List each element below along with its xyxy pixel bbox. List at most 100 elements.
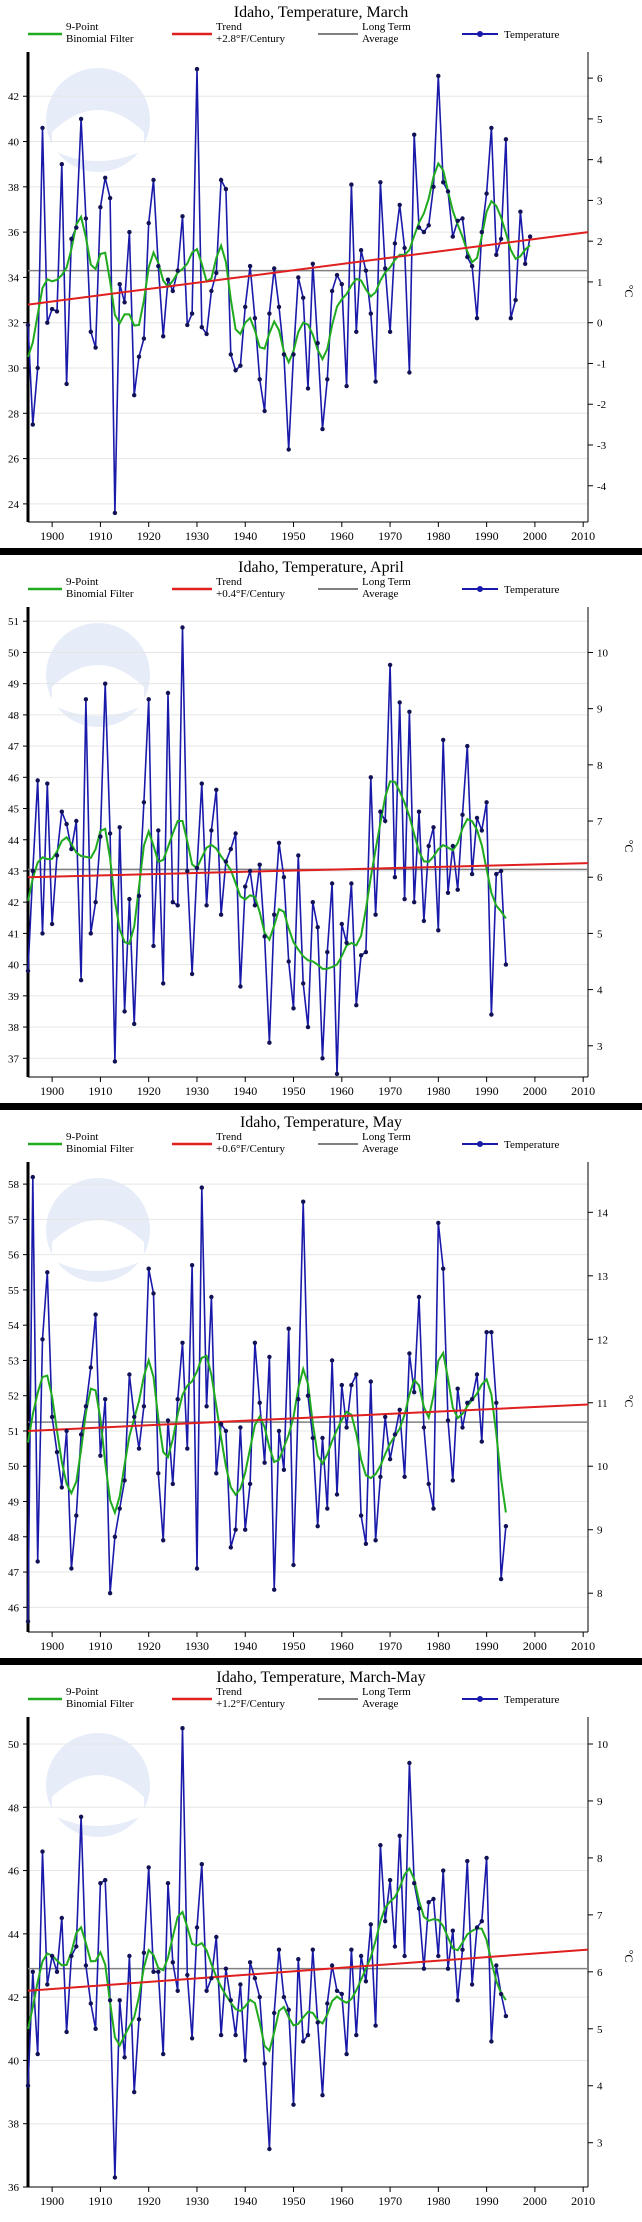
temperature-point	[363, 268, 369, 273]
temperature-point	[291, 1562, 296, 1568]
temperature-point	[368, 311, 373, 316]
chart-title: Idaho, Temperature, March-May	[216, 1669, 425, 1686]
temperature-point	[180, 1340, 185, 1345]
temperature-point	[243, 884, 248, 889]
temperature-point	[175, 903, 180, 908]
temperature-point	[368, 775, 373, 780]
temperature-point	[272, 912, 277, 917]
temperature-point	[329, 1963, 335, 1968]
y-tick-label: 52	[8, 1391, 19, 1403]
c-tick-label: 8	[597, 760, 603, 772]
temperature-point	[494, 1400, 499, 1405]
temperature-point	[489, 1012, 494, 1017]
temperature-point	[373, 2023, 378, 2028]
right-axis-unit-label: °C	[622, 285, 636, 298]
temperature-point	[262, 408, 267, 414]
y-tick-label: 46	[8, 772, 20, 784]
temperature-point	[358, 953, 364, 958]
temperature-point	[267, 1040, 272, 1045]
y-tick-label: 42	[8, 91, 19, 103]
y-tick-label: 40	[8, 2055, 20, 2067]
c-tick-label: 0	[597, 318, 603, 330]
x-tick-label: 1940	[233, 1084, 257, 1098]
temperature-point	[450, 843, 455, 849]
temperature-point	[267, 2146, 272, 2152]
temperature-point	[315, 1524, 320, 1529]
temperature-series-line	[27, 1728, 507, 2178]
temperature-point	[281, 875, 287, 880]
temperature-point	[117, 1506, 122, 1511]
temperature-point	[334, 1492, 340, 1497]
temperature-point	[218, 2032, 224, 2038]
temperature-point	[301, 2039, 306, 2044]
temperature-point	[112, 510, 118, 516]
temperature-point	[465, 743, 470, 749]
temperature-point	[301, 1199, 306, 1204]
legend-temperature-label: Temperature	[504, 1139, 560, 1151]
temperature-point	[156, 1471, 161, 1476]
x-tick-label: 1990	[475, 529, 499, 543]
c-tick-label: 10	[597, 1739, 609, 1751]
temperature-point	[117, 282, 122, 287]
temperature-point	[407, 370, 412, 375]
legend-average-label: Long Term Average	[362, 576, 411, 600]
c-tick-label: -4	[597, 481, 607, 493]
temperature-point	[189, 2036, 195, 2041]
x-tick-label: 2000	[523, 529, 547, 543]
temperature-point	[441, 737, 446, 743]
temperature-point	[127, 1372, 132, 1377]
c-tick-label: 14	[597, 1207, 609, 1219]
temperature-point	[455, 218, 460, 223]
legend-filter-label: 9-Point Binomial Filter	[66, 576, 134, 600]
temperature-point	[40, 931, 45, 936]
c-tick-label: 10	[597, 647, 609, 659]
temperature-point	[257, 1994, 262, 2000]
temperature-point	[214, 270, 219, 276]
noaa-logo-watermark	[46, 1178, 150, 1282]
temperature-point	[156, 263, 161, 269]
x-tick-label: 1940	[233, 529, 257, 543]
temperature-point	[305, 386, 311, 391]
temperature-point	[431, 1896, 436, 1902]
legend-filter-label: 9-Point Binomial Filter	[66, 1686, 134, 1710]
chart-march: Idaho, Temperature, March 9-Point Binomial…	[8, 4, 636, 543]
y-tick-label: 53	[8, 1355, 20, 1367]
y-tick-label: 49	[8, 679, 20, 691]
panel-divider	[0, 1103, 642, 1110]
temperature-point	[368, 1379, 373, 1384]
temperature-point	[247, 1481, 253, 1487]
y-tick-label: 54	[8, 1320, 20, 1332]
x-tick-label: 2010	[571, 1084, 595, 1098]
temperature-point	[286, 447, 291, 452]
temperature-point	[165, 1881, 171, 1886]
temperature-point	[30, 1174, 35, 1180]
temperature-point	[103, 175, 108, 180]
c-tick-label: 8	[597, 1853, 603, 1865]
chart-title: Idaho, Temperature, May	[240, 1114, 402, 1131]
temperature-point	[378, 809, 383, 814]
temperature-point	[233, 2032, 238, 2038]
temperature-point	[387, 1457, 393, 1462]
trend-line	[27, 1403, 589, 1432]
x-tick-label: 1900	[40, 529, 64, 543]
x-tick-label: 1970	[378, 1639, 402, 1653]
noaa-logo-circle	[46, 68, 150, 172]
y-tick-label: 46	[8, 1866, 20, 1878]
temperature-point	[498, 1576, 504, 1582]
temperature-point	[291, 352, 296, 357]
temperature-point	[503, 962, 509, 967]
temperature-point	[397, 1833, 402, 1838]
x-tick-label: 2000	[523, 1639, 547, 1653]
temperature-point	[214, 787, 219, 792]
temperature-point	[363, 949, 369, 955]
y-tick-label: 51	[8, 1426, 19, 1438]
c-tick-label: 2	[597, 236, 603, 248]
x-tick-label: 1960	[330, 1084, 354, 1098]
temperature-point	[204, 903, 209, 908]
temperature-point	[272, 2010, 277, 2016]
temperature-point	[276, 1947, 282, 1952]
temperature-point	[416, 225, 422, 230]
temperature-point	[247, 1960, 253, 1965]
temperature-point	[479, 1919, 484, 1924]
temperature-point	[296, 1397, 301, 1402]
